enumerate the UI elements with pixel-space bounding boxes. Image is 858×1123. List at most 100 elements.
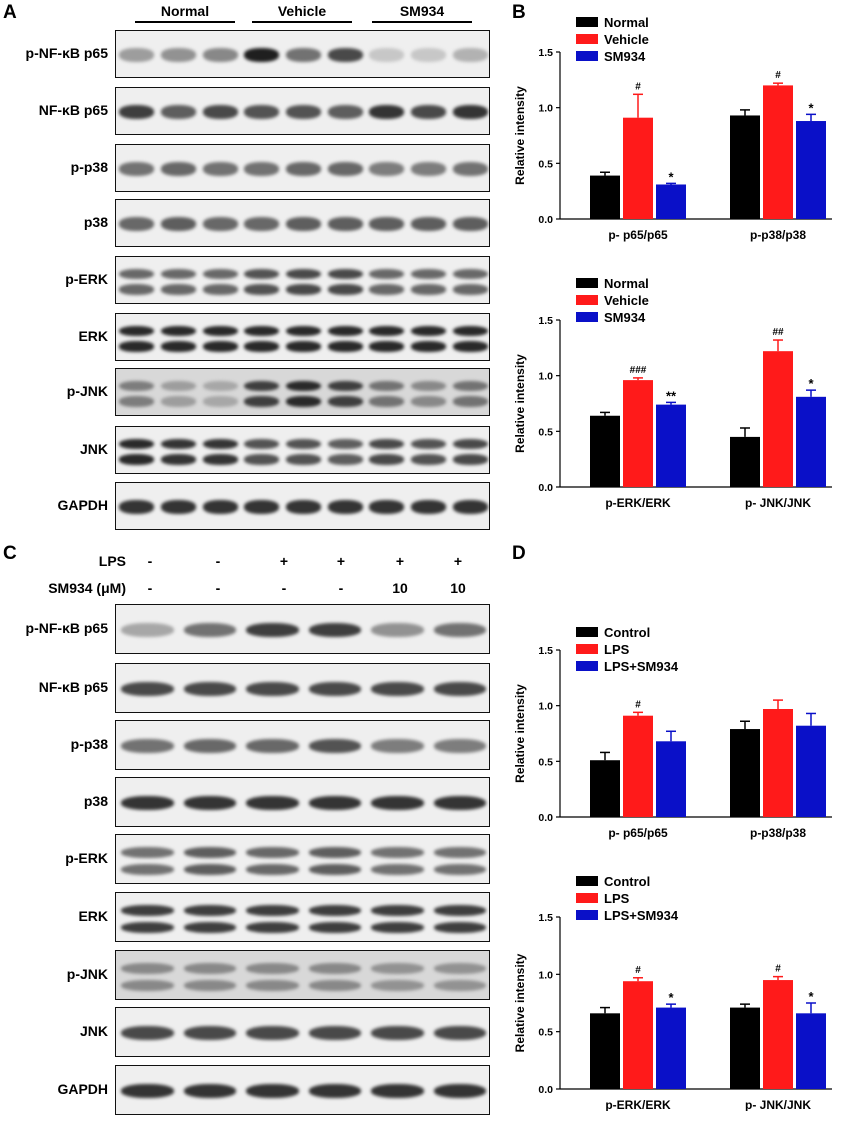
a-band	[161, 341, 196, 352]
y-tick-label: 0.0	[538, 482, 553, 494]
a-band	[119, 105, 155, 119]
y-tick-label: 1.0	[538, 371, 553, 383]
a-band	[244, 217, 280, 231]
c-band	[433, 863, 486, 875]
a-band	[119, 341, 155, 352]
a-band	[411, 396, 446, 407]
significance-mark: #	[635, 965, 641, 976]
a-band	[327, 438, 363, 450]
c-label-p-erk: p-ERK	[65, 850, 108, 866]
c-band	[371, 979, 424, 991]
chart-d-bottom: Control LPS LPS+SM934 0.0 0.5 1.0 1.5 Relative …	[513, 874, 832, 1111]
a-band	[202, 284, 238, 295]
a-band	[369, 284, 405, 295]
a-band	[369, 268, 405, 280]
significance-mark: #	[775, 70, 781, 81]
c-label-nf-b-p65: NF-κB p65	[38, 679, 108, 695]
group-line-vehicle	[252, 21, 352, 23]
c-band	[246, 847, 299, 858]
c-band	[308, 979, 361, 991]
c-band	[371, 796, 424, 810]
x-category-label: p-p38/p38	[750, 228, 806, 242]
a-band	[161, 105, 196, 119]
c-band	[121, 796, 174, 810]
a-band	[161, 380, 196, 392]
a-band	[244, 380, 280, 392]
c-band	[308, 682, 361, 696]
a-label-p-nf-b-p65: p-NF-κB p65	[25, 45, 108, 61]
c-band	[121, 1026, 174, 1040]
a-band	[327, 454, 363, 465]
y-tick-label: 0.5	[538, 158, 553, 170]
y-tick-label: 0.5	[538, 1027, 553, 1039]
significance-mark: *	[668, 990, 674, 1005]
a-band	[452, 438, 488, 450]
a-band	[327, 105, 363, 119]
c-blot-nf-b-p65	[115, 663, 490, 713]
a-band	[411, 380, 446, 392]
bar-lps-p-erk-erk	[623, 981, 653, 1089]
c-blot-p38	[115, 777, 490, 827]
c-band	[183, 1026, 236, 1040]
a-band	[411, 438, 446, 450]
a-band	[244, 268, 280, 280]
c-band	[121, 623, 174, 637]
a-band	[119, 396, 155, 407]
c-band	[183, 796, 236, 810]
legend-label: Control	[604, 874, 650, 889]
c-band	[246, 623, 299, 637]
c-label-p38: p38	[83, 793, 108, 809]
c-band	[433, 739, 486, 753]
a-band	[202, 268, 238, 280]
c-label-p-jnk: p-JNK	[66, 966, 108, 982]
significance-mark: *	[808, 100, 814, 115]
x-category-label: p-ERK/ERK	[605, 496, 671, 510]
legend-swatch	[576, 876, 598, 886]
group-line-sm934	[372, 21, 472, 23]
a-band	[327, 284, 363, 295]
significance-mark: *	[808, 376, 814, 391]
y-tick-label: 1.0	[538, 701, 553, 713]
bar-normal-p-p38-p38	[730, 115, 760, 219]
c-label-gapdh: GAPDH	[57, 1081, 108, 1097]
bar-lps-p-jnk-jnk	[763, 980, 793, 1089]
a-label-erk: ERK	[78, 328, 108, 344]
a-band	[119, 500, 155, 514]
c-band	[371, 1026, 424, 1040]
a-band	[202, 105, 238, 119]
c-band	[371, 863, 424, 875]
c-band	[308, 1026, 361, 1040]
a-band	[119, 162, 155, 176]
c-label-p-nf-b-p65: p-NF-κB p65	[25, 620, 108, 636]
c-band	[433, 682, 486, 696]
c-band	[371, 682, 424, 696]
lps-lane-4-marker: +	[336, 553, 346, 569]
legend-label: Vehicle	[604, 32, 649, 47]
y-axis-label: Relative intensity	[513, 354, 527, 453]
legend-label: Control	[604, 625, 650, 640]
c-band	[121, 863, 174, 875]
legend-label: Vehicle	[604, 293, 649, 308]
bar-sm934-p-jnk-jnk	[796, 396, 826, 487]
legend-swatch	[576, 893, 598, 903]
a-band	[327, 396, 363, 407]
a-band	[244, 454, 280, 465]
c-band	[433, 1084, 486, 1098]
a-blot-gapdh	[115, 482, 490, 530]
bar-lps-p-p65-p65	[623, 715, 653, 817]
c-blot-p-nf-b-p65	[115, 604, 490, 654]
a-band	[411, 325, 446, 337]
chart-b-bottom: Normal Vehicle SM934 0.0 0.5 1.0 1.5 Relative i…	[513, 276, 832, 510]
x-category-label: p- JNK/JNK	[745, 496, 811, 510]
a-band	[369, 105, 405, 119]
x-category-label: p- JNK/JNK	[745, 1098, 811, 1111]
sm934-lane-3-marker: -	[281, 580, 287, 596]
a-band	[244, 500, 280, 514]
a-band	[119, 380, 155, 392]
chart-d-top: Control LPS LPS+SM934 0.0 0.5 1.0 1.5 Relative …	[513, 625, 832, 840]
significance-mark: #	[775, 964, 781, 975]
y-tick-label: 0.0	[538, 812, 553, 824]
a-band	[452, 325, 488, 337]
bar-lps-p-p38-p38	[763, 709, 793, 817]
legend-label: SM934	[604, 49, 646, 64]
